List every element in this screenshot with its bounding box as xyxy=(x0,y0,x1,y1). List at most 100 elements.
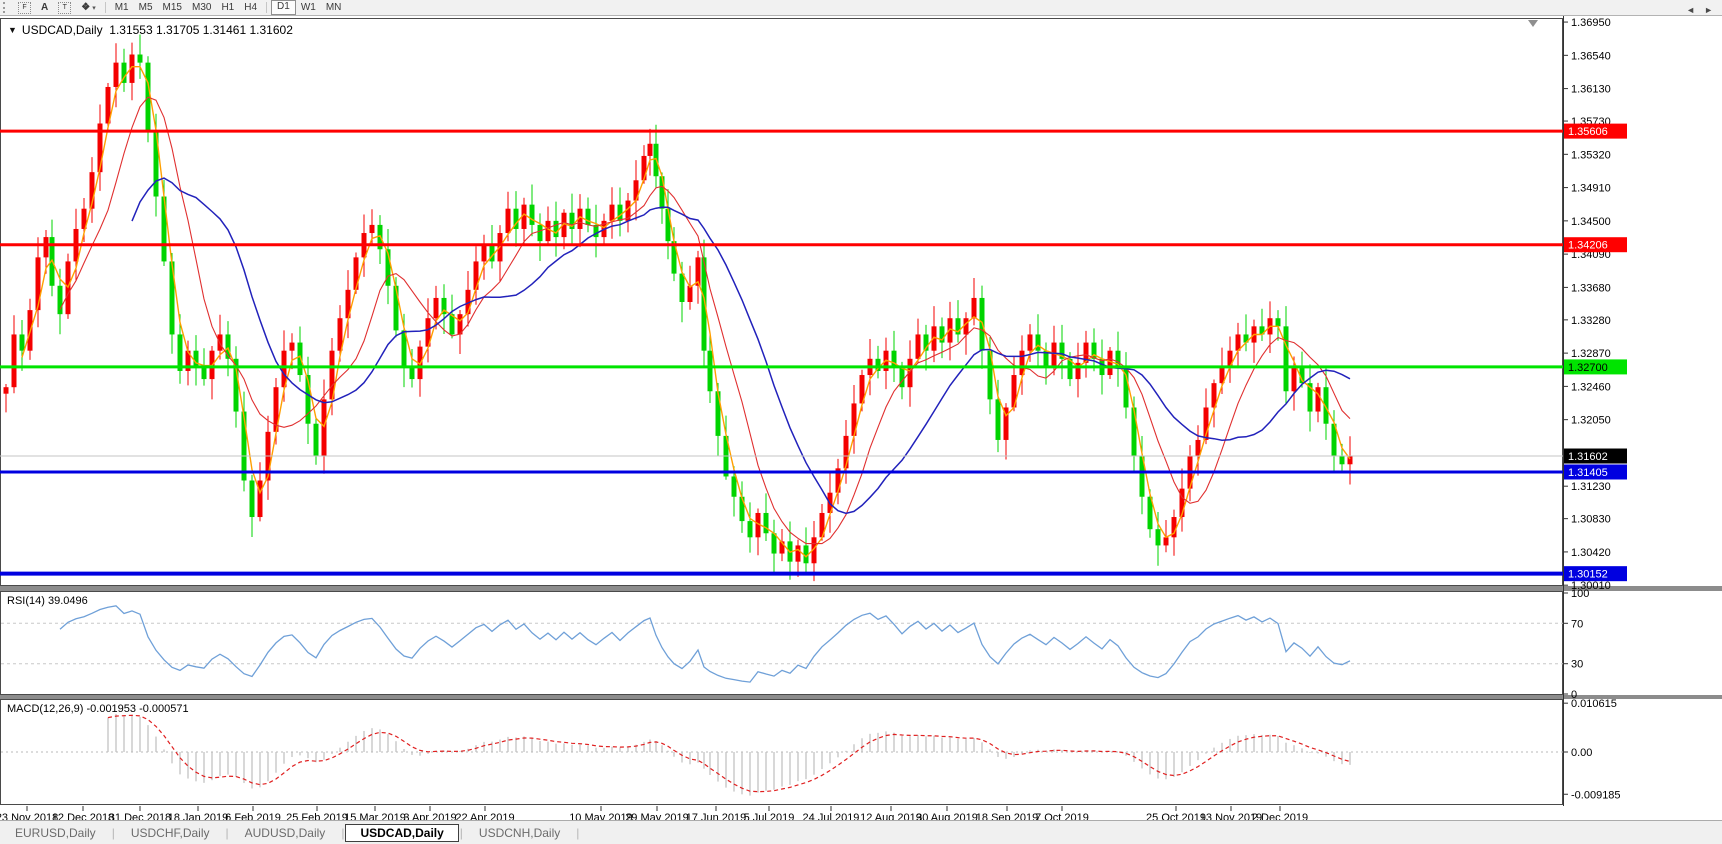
candle-body xyxy=(633,180,639,201)
candle-body xyxy=(1003,407,1009,440)
tab-usdchf[interactable]: USDCHF,Daily xyxy=(130,825,210,840)
candle-body xyxy=(313,423,319,457)
price-tick-label: 1.30420 xyxy=(1571,547,1611,559)
candle-body xyxy=(441,297,447,315)
tab-separator: | xyxy=(225,825,229,840)
timeframe-m5-button[interactable]: M5 xyxy=(138,2,153,13)
rsi-value: 39.0496 xyxy=(47,595,88,607)
candle-body xyxy=(1195,439,1201,457)
ma-slow-line xyxy=(131,177,1351,515)
timeframe-m1-button[interactable]: M1 xyxy=(114,2,129,13)
style-brush-tool-button[interactable]: ❖ ▾ xyxy=(77,1,99,14)
price-badge-label: 1.31405 xyxy=(1568,467,1608,479)
tab-usdcad[interactable]: USDCAD,Daily xyxy=(345,823,459,842)
candle-body xyxy=(955,318,961,335)
timeframe-mn-button[interactable]: MN xyxy=(325,2,342,13)
candle-body xyxy=(899,366,905,388)
timeframe-h4-button[interactable]: H4 xyxy=(244,2,258,13)
candle-body xyxy=(225,334,231,359)
timeframe-d1-button[interactable]: D1 xyxy=(271,0,296,15)
candle-body xyxy=(947,318,953,343)
chart-shift-marker-icon[interactable] xyxy=(1528,20,1538,27)
candle-body xyxy=(771,533,777,554)
candle-body xyxy=(747,521,753,538)
ma-mid-line xyxy=(59,96,1351,545)
candle-body xyxy=(273,387,279,432)
macd-tick-label: 0.00 xyxy=(1571,747,1592,759)
candle-body xyxy=(819,512,825,538)
price-badge-1.31405 xyxy=(1564,464,1627,480)
candle-body xyxy=(201,366,207,380)
rsi-tick-label: 30 xyxy=(1571,659,1583,671)
candle-body xyxy=(803,545,809,564)
candle-body xyxy=(1027,334,1033,351)
candle-body xyxy=(1115,350,1121,367)
candle-body xyxy=(489,245,495,262)
text-label-tool-button[interactable]: T xyxy=(54,1,75,14)
price-tick-label: 1.30010 xyxy=(1571,580,1611,592)
candle-body xyxy=(569,212,575,229)
tabs-scroll-left-icon[interactable]: ◄ xyxy=(1686,5,1696,15)
candle-body xyxy=(305,375,311,424)
candle-body xyxy=(1059,342,1065,359)
tab-scroll-arrows: ◄ ► xyxy=(1677,5,1713,15)
tab-eurusd[interactable]: EURUSD,Daily xyxy=(15,825,96,840)
candle-body xyxy=(393,285,399,331)
dropdown-arrow-icon[interactable]: ▾ xyxy=(92,4,96,12)
candle-body xyxy=(329,350,335,400)
candle-body xyxy=(1091,342,1097,359)
chart-title: ▼ USDCAD,Daily 1.31553 1.31705 1.31461 1.… xyxy=(8,23,293,37)
price-badge-label: 1.32700 xyxy=(1568,362,1608,374)
candle-body xyxy=(1347,456,1353,465)
candle-body xyxy=(473,261,479,290)
candle-body xyxy=(995,399,1001,440)
timeframe-m30-button[interactable]: M30 xyxy=(191,2,212,13)
font-tool-button[interactable]: A xyxy=(37,1,52,14)
timeframe-m15-button[interactable]: M15 xyxy=(162,2,182,13)
price-tick-label: 1.34500 xyxy=(1571,216,1611,228)
candle-body xyxy=(739,496,745,522)
candle-body xyxy=(401,330,407,367)
candle-body xyxy=(1131,407,1137,457)
tab-separator: | xyxy=(576,825,580,840)
candle-body xyxy=(1083,342,1089,363)
tabs-scroll-right-icon[interactable]: ► xyxy=(1704,5,1713,15)
tab-audusd[interactable]: AUDUSD,Daily xyxy=(244,825,326,840)
candle-body xyxy=(537,224,543,242)
timeframe-h1-button[interactable]: H1 xyxy=(221,2,235,13)
candle-body xyxy=(715,391,721,436)
main-panel-border xyxy=(0,18,1563,586)
candle-body xyxy=(449,314,455,335)
candle-body xyxy=(931,326,937,351)
symbol-dropdown-icon[interactable]: ▼ xyxy=(8,25,17,35)
tab-usdcnh[interactable]: USDCNH,Daily xyxy=(478,825,561,840)
frame-tool-button[interactable]: F xyxy=(14,1,35,14)
candle-body xyxy=(57,285,63,315)
panel-splitter[interactable] xyxy=(0,695,1722,699)
macd-tick-label: 0.010615 xyxy=(1571,698,1617,710)
candle-body xyxy=(617,204,623,221)
candle-body xyxy=(851,403,857,436)
candle-body xyxy=(907,358,913,388)
candle-body xyxy=(1203,407,1209,440)
candle-body xyxy=(915,334,921,359)
candle-body xyxy=(153,131,159,197)
candle-body xyxy=(701,257,707,351)
price-badge-1.34206 xyxy=(1564,237,1627,253)
timeframe-w1-button[interactable]: W1 xyxy=(300,2,316,13)
price-tick-label: 1.35320 xyxy=(1571,149,1611,161)
macd-signal-line xyxy=(107,714,1351,793)
candle-body xyxy=(321,399,327,457)
candle-body xyxy=(779,541,785,554)
price-tick-label: 1.36540 xyxy=(1571,50,1611,62)
candle-body xyxy=(113,62,119,87)
price-tick-label: 1.34910 xyxy=(1571,183,1611,195)
candle-body xyxy=(695,257,701,286)
candle-body xyxy=(875,358,881,371)
candle-body xyxy=(297,342,303,376)
panel-splitter[interactable] xyxy=(0,586,1722,591)
toolbar-grip[interactable] xyxy=(3,2,8,13)
candle-body xyxy=(1227,350,1233,367)
candle-body xyxy=(1315,387,1321,412)
